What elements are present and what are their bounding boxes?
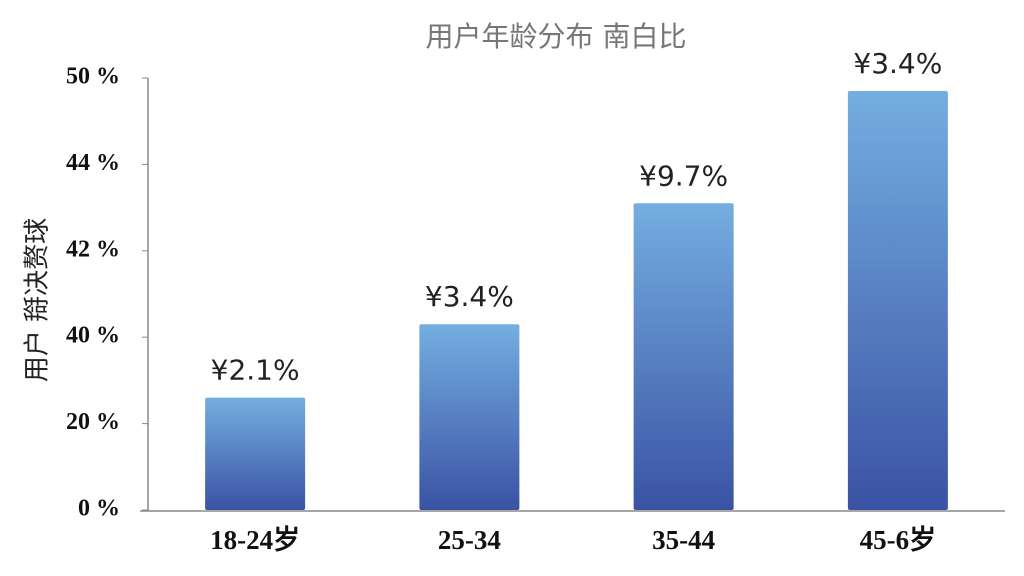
x-tick-label: 35-44 <box>652 525 715 555</box>
x-tick-label: 45-6岁 <box>860 525 937 555</box>
bar <box>633 203 734 510</box>
annotation: ¥3.4% <box>425 280 514 313</box>
bar <box>205 397 306 510</box>
y-tick-label: 50 % <box>66 64 120 90</box>
annotation: ¥2.1% <box>211 354 300 387</box>
bar <box>847 90 948 511</box>
y-axis-label: 用户 搿决赘球 <box>23 218 53 382</box>
y-tick-label: 20 % <box>66 409 120 435</box>
x-tick-label: 18-24岁 <box>210 525 300 555</box>
annotation: ¥9.7% <box>639 159 728 192</box>
y-tick-label: 44 % <box>66 150 120 176</box>
chart-title: 用户年龄分布 南白比 <box>426 20 687 53</box>
y-tick-label: 0 % <box>78 496 120 522</box>
y-tick-label: 42 % <box>66 236 120 262</box>
y-tick-label: 40 % <box>66 323 120 349</box>
annotation: ¥3.4% <box>853 47 942 80</box>
bar <box>419 324 520 510</box>
x-tick-label: 25-34 <box>438 525 501 555</box>
